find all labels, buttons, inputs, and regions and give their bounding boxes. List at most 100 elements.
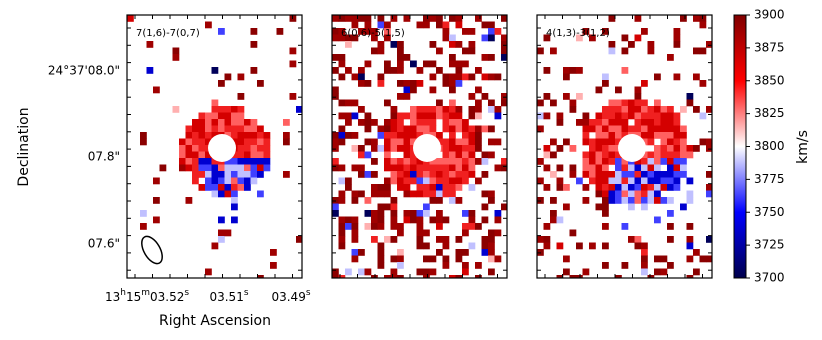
pixel xyxy=(442,236,450,243)
pixel xyxy=(576,177,583,185)
pixel xyxy=(332,67,339,74)
pixel xyxy=(654,112,661,120)
pixel xyxy=(563,138,570,146)
pixel xyxy=(397,275,404,278)
pixel xyxy=(501,34,507,42)
pixel xyxy=(442,151,450,159)
pixel xyxy=(436,177,443,185)
pixel xyxy=(371,138,378,146)
pixel xyxy=(462,28,469,35)
pixel xyxy=(231,132,238,139)
pixel xyxy=(641,255,648,263)
pixel xyxy=(550,210,557,217)
pixel xyxy=(462,223,469,230)
pixel xyxy=(621,158,629,165)
pixel xyxy=(462,47,469,55)
pixel xyxy=(615,119,622,126)
pixel xyxy=(595,184,603,191)
pixel xyxy=(628,99,635,107)
pixel xyxy=(693,73,700,81)
pixel xyxy=(660,119,668,126)
pixel xyxy=(377,242,385,250)
pixel xyxy=(429,216,437,224)
pixel xyxy=(449,86,456,94)
pixel xyxy=(602,138,609,146)
pixel xyxy=(410,112,417,120)
pixel xyxy=(686,255,694,263)
pixel xyxy=(667,164,674,172)
pixel xyxy=(602,125,609,133)
pixel xyxy=(250,164,258,172)
pixel xyxy=(634,93,642,100)
pixel xyxy=(429,125,437,133)
pixel xyxy=(364,197,372,204)
pixel xyxy=(371,34,378,42)
pixel xyxy=(654,268,661,276)
pixel xyxy=(628,203,635,211)
pixel xyxy=(576,275,583,278)
pixel xyxy=(338,73,346,81)
pixel xyxy=(475,15,482,22)
pixel xyxy=(582,125,590,133)
pixel xyxy=(475,177,482,185)
pixel xyxy=(211,99,219,107)
colorbar-tick-label: 3900 xyxy=(754,8,785,22)
pixel xyxy=(449,73,456,81)
pixel xyxy=(455,197,463,204)
pixel xyxy=(224,229,232,237)
pixel xyxy=(455,15,463,22)
pixel xyxy=(654,106,661,113)
pixel xyxy=(660,138,668,146)
pixel xyxy=(706,190,712,198)
pixel xyxy=(218,171,225,178)
pixel xyxy=(416,242,424,250)
pixel xyxy=(481,249,489,256)
pixel xyxy=(283,119,290,126)
pixel xyxy=(192,158,199,165)
pixel xyxy=(384,203,391,211)
pixel xyxy=(621,223,629,230)
pixel xyxy=(488,268,495,276)
pixel xyxy=(205,119,212,126)
pixel xyxy=(403,184,411,191)
pixel xyxy=(680,138,687,146)
pixel xyxy=(231,119,238,126)
pixel xyxy=(634,15,642,22)
pixel xyxy=(140,132,147,139)
pixel xyxy=(667,262,674,269)
pixel xyxy=(429,190,437,198)
colorbar-tick-label: 3800 xyxy=(754,139,785,153)
pixel xyxy=(429,41,437,48)
pixel xyxy=(442,80,450,87)
pixel xyxy=(569,67,577,74)
pixel xyxy=(634,242,642,250)
pixel xyxy=(211,132,219,139)
pixel xyxy=(667,112,674,120)
pixel xyxy=(442,106,450,113)
pixel xyxy=(377,210,385,217)
pixel xyxy=(377,41,385,48)
pixel xyxy=(237,145,245,152)
colorbar xyxy=(733,14,747,279)
pixel xyxy=(390,138,398,146)
pixel xyxy=(475,138,482,146)
pixel xyxy=(602,119,609,126)
pixel xyxy=(468,125,476,133)
pixel xyxy=(641,119,648,126)
pixel xyxy=(602,223,609,230)
pixel xyxy=(436,99,443,107)
pixel xyxy=(153,216,160,224)
pixel xyxy=(442,184,450,191)
pixel xyxy=(468,93,476,100)
pixel xyxy=(390,125,398,133)
pixel xyxy=(628,197,635,204)
pixel xyxy=(628,171,635,178)
pixel xyxy=(582,119,590,126)
pixel xyxy=(397,223,404,230)
pixel xyxy=(423,164,430,172)
pixel xyxy=(481,190,489,198)
pixel xyxy=(475,223,482,230)
pixel xyxy=(244,125,251,133)
pixel xyxy=(296,236,302,243)
pixel xyxy=(397,249,404,256)
